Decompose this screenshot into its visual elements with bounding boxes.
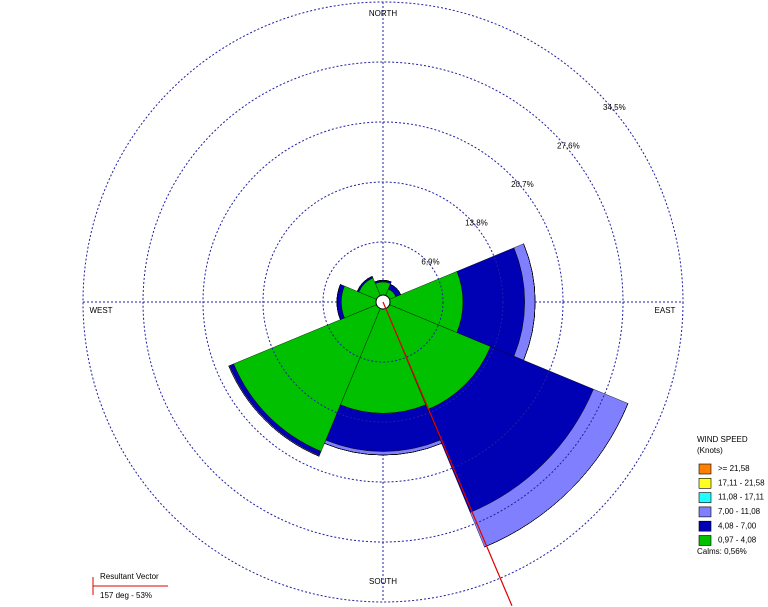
legend-swatch — [698, 463, 712, 475]
ring-label: 13,8% — [465, 219, 488, 228]
legend-title: WIND SPEED — [697, 435, 748, 444]
legend-swatch — [698, 535, 712, 546]
ring — [262, 181, 504, 423]
legend-swatch — [698, 520, 712, 532]
ring-label: 27,6% — [557, 142, 580, 151]
legend-swatch — [698, 492, 712, 503]
calms-label: Calms: 0,56% — [697, 547, 747, 556]
legend-label: 4,08 - 7,00 — [718, 521, 757, 530]
legend-label: 11,08 - 17,11 — [718, 493, 765, 502]
east-label: EAST — [655, 306, 676, 315]
wedge — [357, 276, 373, 292]
legend-label: >= 21,58 — [718, 464, 750, 473]
legend-swatch — [698, 506, 712, 518]
wedge — [374, 280, 392, 283]
ring — [142, 61, 624, 543]
west-label: WEST — [89, 306, 112, 315]
resultant-text: 157 deg - 53% — [100, 591, 152, 600]
resultant-title: Resultant Vector — [100, 572, 159, 581]
south-label: SOUTH — [369, 577, 397, 586]
legend-label: 17,11 - 21,58 — [718, 478, 765, 487]
resultant-vector — [382, 301, 513, 607]
legend-swatch — [698, 477, 712, 489]
ring-label: 6,9% — [421, 257, 439, 266]
ring — [202, 121, 564, 483]
wedge — [228, 365, 320, 457]
legend-title: (Knots) — [697, 446, 723, 455]
legend-label: 0,97 - 4,08 — [718, 536, 757, 545]
north-label: NORTH — [369, 9, 398, 18]
ring — [82, 1, 684, 603]
ring-label: 34,5% — [603, 103, 626, 112]
ring — [322, 241, 444, 363]
ring-label: 20,7% — [511, 180, 534, 189]
legend-label: 7,00 - 11,08 — [718, 507, 761, 516]
